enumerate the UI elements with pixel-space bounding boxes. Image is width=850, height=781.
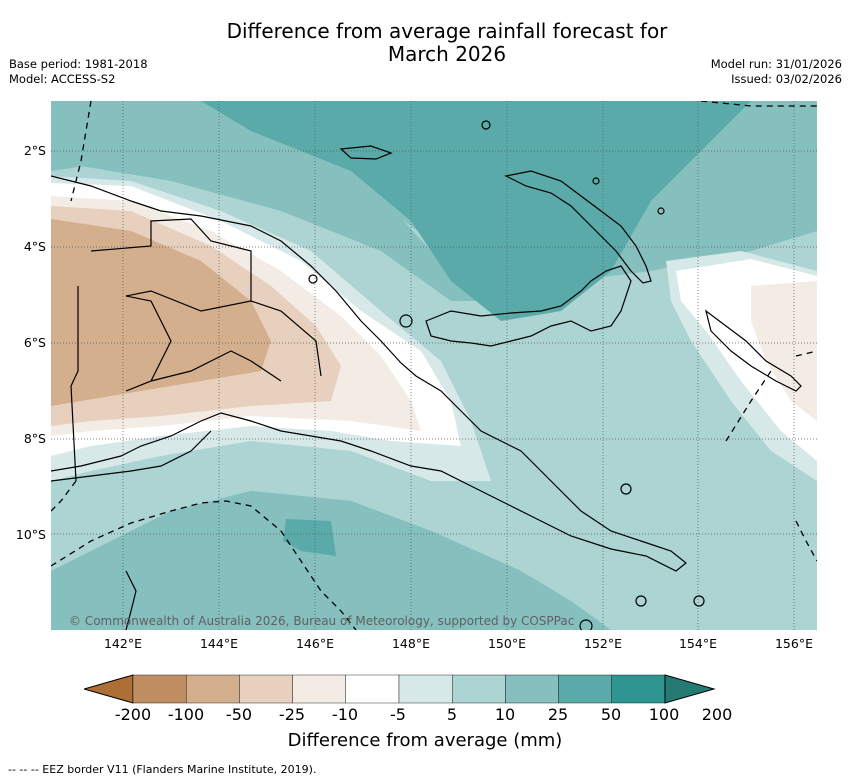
colorbar-cell bbox=[452, 674, 506, 704]
colorbar bbox=[84, 674, 716, 704]
colorbar-cells bbox=[84, 674, 716, 704]
colorbar-label: -5 bbox=[390, 705, 406, 724]
colorbar-label: -200 bbox=[114, 705, 152, 724]
anomaly-50-100-area bbox=[201, 101, 751, 321]
lon-tick-144e: 144°E bbox=[199, 636, 238, 651]
graticule bbox=[51, 101, 817, 630]
lat-tick-2s: 2°S bbox=[23, 143, 46, 158]
lon-tick-142e: 142°E bbox=[103, 636, 142, 651]
lon-tick-154e: 154°E bbox=[678, 636, 717, 651]
title-line-2: March 2026 bbox=[387, 42, 507, 66]
meta-right: Model run: 31/01/2026 Issued: 03/02/2026 bbox=[711, 57, 842, 87]
lat-tick-10s: 10°S bbox=[15, 527, 46, 542]
colorbar-label: 5 bbox=[446, 705, 458, 724]
copyright-credit: © Commonwealth of Australia 2026, Bureau… bbox=[69, 614, 575, 628]
colorbar-label: -25 bbox=[278, 705, 306, 724]
map-canvas bbox=[51, 101, 817, 630]
model-run: Model run: 31/01/2026 bbox=[710, 57, 842, 71]
base-period: Base period: 1981-2018 bbox=[9, 57, 148, 71]
colorbar-extend-low bbox=[84, 674, 134, 704]
colorbar-label: -10 bbox=[331, 705, 359, 724]
colorbar-label: 100 bbox=[648, 705, 680, 724]
colorbar-label: 10 bbox=[494, 705, 516, 724]
eez-footnote: -- -- -- EEZ border V11 (Flanders Marine… bbox=[8, 763, 317, 776]
colorbar-title: Difference from average (mm) bbox=[287, 730, 563, 751]
lat-tick-6s: 6°S bbox=[23, 335, 46, 350]
colorbar-label: -50 bbox=[225, 705, 253, 724]
title-line-1: Difference from average rainfall forecas… bbox=[226, 19, 668, 43]
lat-tick-4s: 4°S bbox=[23, 239, 46, 254]
colorbar-label: 200 bbox=[701, 705, 733, 724]
colorbar-label: 50 bbox=[600, 705, 622, 724]
colorbar-cell bbox=[239, 674, 293, 704]
anomaly-25-50-south bbox=[51, 491, 611, 630]
lon-tick-148e: 148°E bbox=[391, 636, 430, 651]
anomaly-minus50-minus25-area bbox=[51, 219, 271, 406]
colorbar-label: 25 bbox=[547, 705, 569, 724]
colorbar-extend-high bbox=[664, 674, 716, 704]
colorbar-cell bbox=[292, 674, 347, 704]
map-title: Difference from average rainfall forecas… bbox=[0, 20, 850, 66]
colorbar-cell bbox=[185, 674, 240, 704]
lon-tick-146e: 146°E bbox=[295, 636, 334, 651]
colorbar-cell bbox=[505, 674, 559, 704]
colorbar-cell bbox=[558, 674, 613, 704]
eez-borders bbox=[51, 101, 817, 630]
coastlines bbox=[51, 120, 802, 630]
anomaly-50-100-patch bbox=[283, 519, 336, 556]
lat-tick-8s: 8°S bbox=[23, 431, 46, 446]
lon-tick-152e: 152°E bbox=[583, 636, 622, 651]
model-name: Model: ACCESS-S2 bbox=[9, 72, 116, 86]
lon-tick-150e: 150°E bbox=[487, 636, 526, 651]
colorbar-cell bbox=[132, 674, 187, 704]
colorbar-cell bbox=[345, 674, 400, 704]
rainfall-map: © Commonwealth of Australia 2026, Bureau… bbox=[51, 101, 817, 630]
anomaly-25-50-north bbox=[51, 101, 817, 301]
colorbar-cell bbox=[398, 674, 453, 704]
lon-tick-156e: 156°E bbox=[774, 636, 813, 651]
meta-left: Base period: 1981-2018 Model: ACCESS-S2 bbox=[9, 57, 148, 87]
colorbar-label: -100 bbox=[167, 705, 205, 724]
colorbar-cell bbox=[611, 674, 666, 704]
issued-date: Issued: 03/02/2026 bbox=[731, 72, 842, 86]
